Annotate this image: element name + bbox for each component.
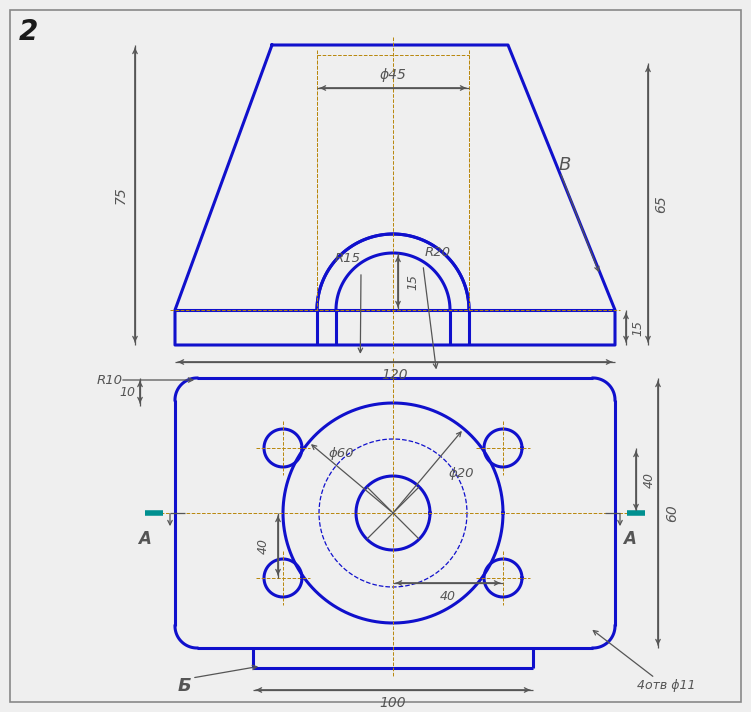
- Text: A: A: [139, 530, 152, 548]
- Text: 100: 100: [380, 696, 406, 710]
- Text: 10: 10: [119, 385, 135, 399]
- Text: 75: 75: [114, 186, 128, 204]
- Text: 65: 65: [654, 195, 668, 213]
- Text: R15: R15: [335, 251, 361, 264]
- Text: 15: 15: [632, 320, 644, 335]
- Text: A: A: [623, 530, 636, 548]
- Text: 120: 120: [382, 368, 409, 382]
- Text: R10: R10: [97, 374, 123, 387]
- Text: 4отв ϕ11: 4отв ϕ11: [637, 679, 695, 693]
- Text: ϕ20: ϕ20: [448, 466, 474, 479]
- Text: B: B: [559, 156, 572, 174]
- Text: ϕ45: ϕ45: [379, 68, 406, 82]
- Text: ϕ60: ϕ60: [328, 446, 354, 459]
- Text: 60: 60: [665, 504, 679, 522]
- Text: 40: 40: [440, 590, 456, 602]
- Text: Б: Б: [178, 677, 192, 695]
- Text: 15: 15: [406, 273, 420, 290]
- Text: 40: 40: [643, 473, 656, 488]
- Text: R20: R20: [425, 246, 451, 258]
- Text: 40: 40: [257, 538, 270, 553]
- Text: 2: 2: [18, 18, 38, 46]
